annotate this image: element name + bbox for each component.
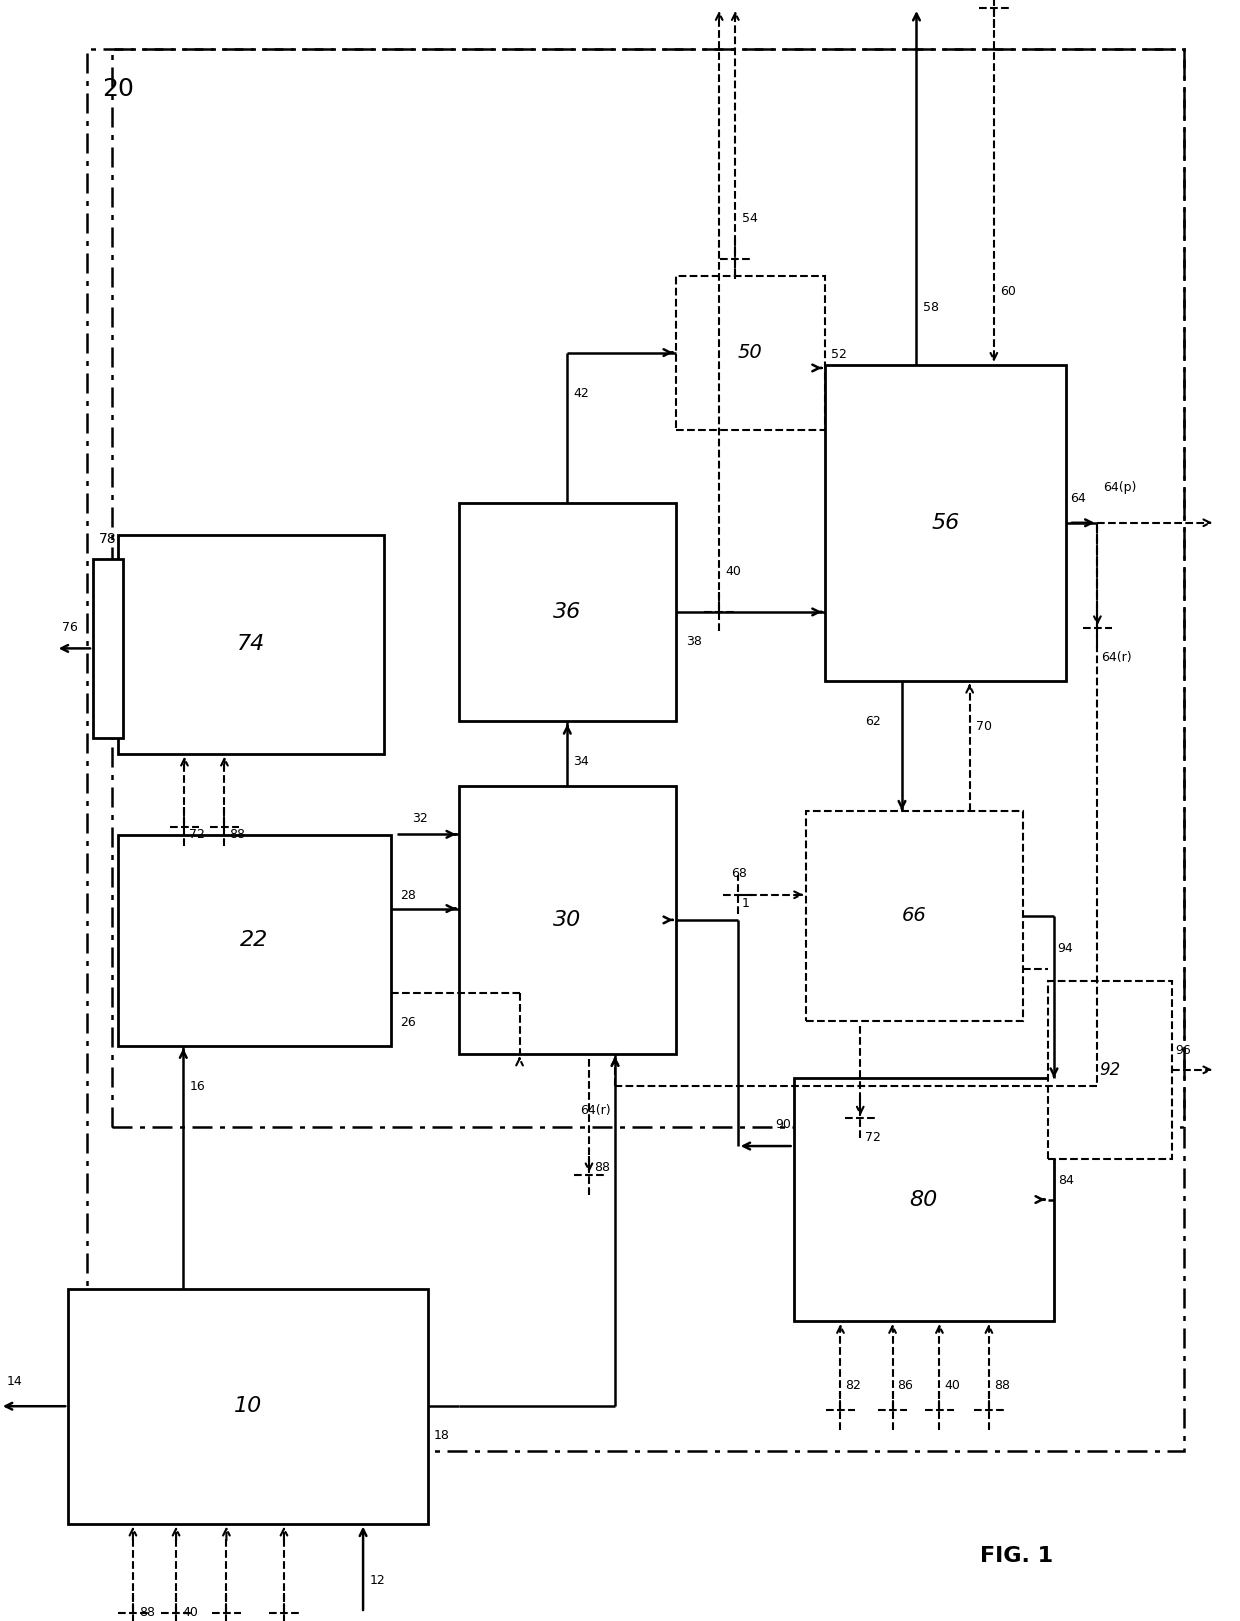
Text: 1: 1 [742, 896, 749, 911]
Text: 28: 28 [401, 888, 417, 903]
Bar [806, 810, 1023, 1021]
Text: 64(r): 64(r) [580, 1104, 610, 1117]
Bar [112, 49, 1184, 1127]
Text: 40: 40 [945, 1379, 960, 1392]
Bar [459, 503, 676, 721]
Text: 92: 92 [1099, 1060, 1121, 1080]
Bar [1048, 981, 1172, 1159]
Bar [676, 276, 825, 430]
Text: 14: 14 [6, 1375, 22, 1389]
Text: 36: 36 [553, 601, 582, 622]
Bar [825, 365, 1066, 681]
Bar [794, 1078, 1054, 1321]
Text: 68: 68 [732, 867, 748, 880]
Text: 86: 86 [898, 1379, 914, 1392]
Text: 60: 60 [999, 285, 1016, 298]
Bar [459, 786, 676, 1054]
Bar [87, 49, 1184, 1451]
Text: 64(p): 64(p) [1104, 480, 1137, 494]
Text: 16: 16 [190, 1080, 206, 1093]
Text: 64: 64 [1070, 491, 1086, 506]
Text: 88: 88 [594, 1161, 610, 1174]
Text: FIG. 1: FIG. 1 [981, 1546, 1053, 1566]
Text: 38: 38 [686, 634, 702, 648]
Text: 58: 58 [923, 302, 939, 314]
Text: 78: 78 [99, 532, 117, 546]
Bar [118, 835, 391, 1046]
Text: 40: 40 [182, 1606, 198, 1619]
Text: 62: 62 [864, 715, 880, 728]
Text: 50: 50 [738, 344, 763, 361]
Text: 52: 52 [831, 349, 847, 361]
Text: 70: 70 [976, 720, 992, 733]
Text: 22: 22 [241, 930, 268, 950]
Text: 88: 88 [229, 828, 246, 841]
Text: 40: 40 [725, 564, 742, 579]
Text: 18: 18 [434, 1428, 450, 1443]
Text: 10: 10 [234, 1396, 262, 1417]
Text: 64(r): 64(r) [1101, 650, 1132, 665]
Text: 20: 20 [102, 78, 134, 101]
Text: 42: 42 [573, 386, 589, 400]
Text: 96: 96 [1176, 1044, 1192, 1057]
Text: 90: 90 [775, 1118, 791, 1131]
Text: 88: 88 [994, 1379, 1009, 1392]
Text: 72: 72 [190, 828, 206, 841]
Text: 76: 76 [62, 621, 78, 634]
Bar [68, 1289, 428, 1524]
Bar [118, 535, 384, 754]
Text: 32: 32 [412, 812, 428, 825]
Text: 72: 72 [866, 1131, 882, 1144]
Text: 82: 82 [846, 1379, 862, 1392]
Text: 26: 26 [401, 1015, 417, 1029]
Text: 12: 12 [370, 1574, 386, 1587]
Text: 74: 74 [237, 634, 265, 655]
Text: 84: 84 [1058, 1174, 1074, 1187]
Text: 34: 34 [573, 755, 589, 768]
Text: 56: 56 [931, 512, 960, 533]
Text: 30: 30 [553, 909, 582, 930]
Text: 94: 94 [1058, 942, 1074, 955]
Bar [93, 559, 123, 738]
Text: 66: 66 [903, 906, 926, 926]
Text: 88: 88 [139, 1606, 155, 1619]
Text: 80: 80 [910, 1190, 937, 1209]
Text: 54: 54 [742, 212, 758, 225]
